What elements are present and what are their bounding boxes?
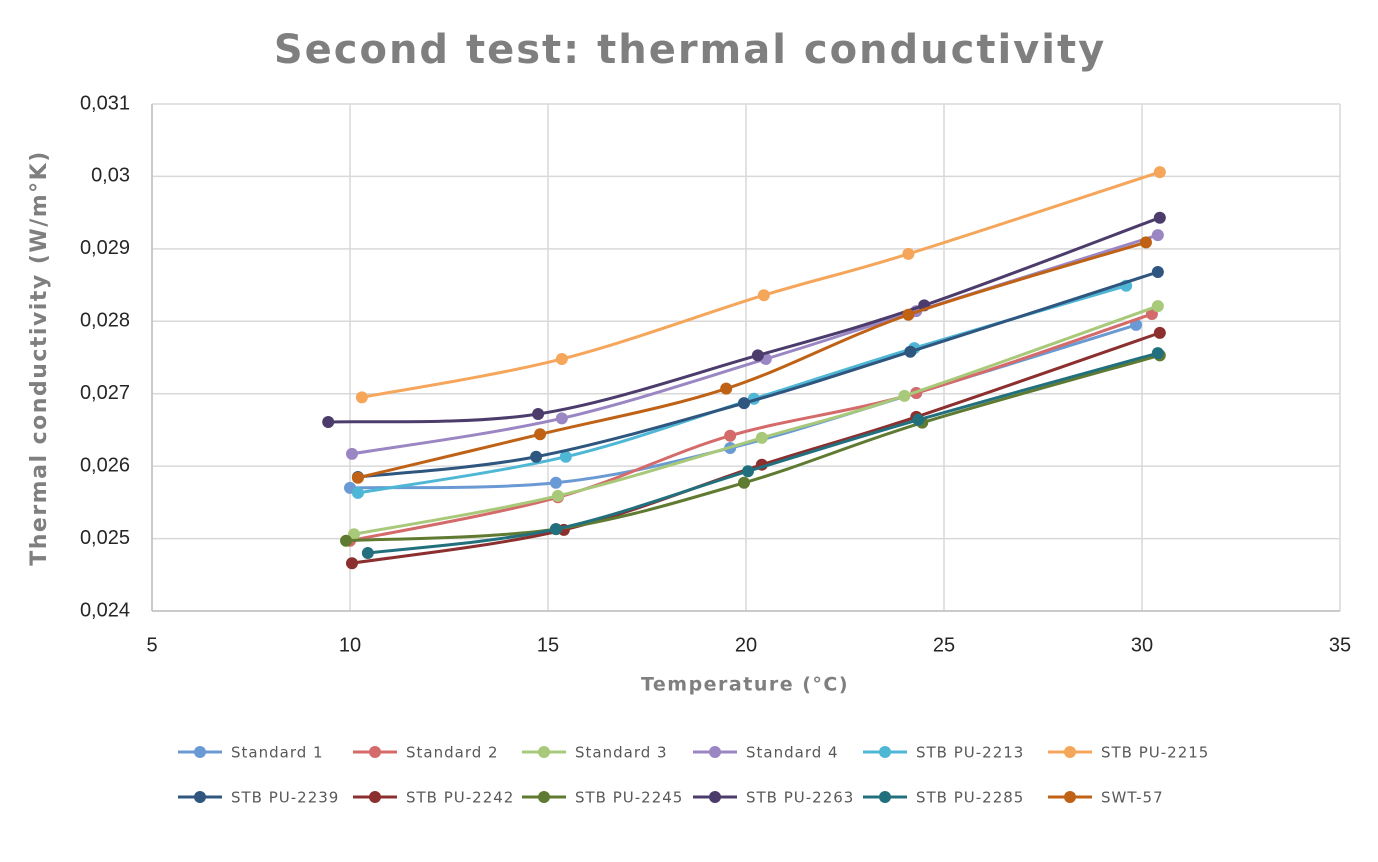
- y-tick-label: 0,024: [80, 599, 130, 621]
- legend-label: STB PU-2263: [746, 789, 854, 807]
- legend-marker: [879, 791, 891, 803]
- data-point: [902, 247, 915, 260]
- data-point: [355, 391, 368, 404]
- data-point: [532, 407, 545, 420]
- y-tick-label: 0,031: [80, 92, 130, 114]
- data-point: [534, 428, 547, 441]
- data-point: [738, 397, 751, 410]
- legend-label: SWT-57: [1101, 789, 1164, 807]
- x-tick-label: 5: [146, 634, 157, 656]
- data-point: [720, 382, 733, 395]
- data-point: [549, 523, 562, 536]
- legend-label: Standard 1: [231, 744, 324, 762]
- legend-marker: [538, 746, 550, 758]
- data-point: [1151, 347, 1164, 360]
- legend-label: STB PU-2239: [231, 789, 339, 807]
- legend-marker: [1064, 746, 1076, 758]
- data-point: [757, 289, 770, 302]
- legend-marker: [369, 791, 381, 803]
- legend-label: Standard 3: [575, 744, 668, 762]
- data-point: [1151, 229, 1164, 242]
- data-point: [1153, 211, 1166, 224]
- legend-marker: [709, 791, 721, 803]
- data-point: [898, 389, 911, 402]
- data-point: [1139, 236, 1152, 249]
- data-point: [551, 489, 564, 502]
- legend-label: STB PU-2215: [1101, 744, 1209, 762]
- data-point: [555, 412, 568, 425]
- data-point: [904, 345, 917, 358]
- data-point: [1153, 166, 1166, 179]
- legend-marker: [1064, 791, 1076, 803]
- x-tick-label: 35: [1329, 634, 1351, 656]
- data-point: [902, 308, 915, 321]
- x-tick-label: 10: [339, 634, 361, 656]
- legend-marker: [709, 746, 721, 758]
- data-point: [912, 413, 925, 426]
- data-point: [559, 450, 572, 463]
- legend-label: STB PU-2213: [916, 744, 1024, 762]
- data-point: [530, 450, 543, 463]
- x-tick-label: 25: [933, 634, 955, 656]
- data-point: [755, 431, 768, 444]
- legend-label: Standard 2: [406, 744, 499, 762]
- legend-marker: [194, 746, 206, 758]
- x-tick-label: 15: [537, 634, 559, 656]
- data-point: [340, 534, 353, 547]
- data-point: [1151, 300, 1164, 313]
- data-point: [347, 528, 360, 541]
- data-point: [751, 349, 764, 362]
- data-point: [351, 471, 364, 484]
- legend-marker: [194, 791, 206, 803]
- legend-label: STB PU-2285: [916, 789, 1024, 807]
- legend-label: STB PU-2245: [575, 789, 683, 807]
- y-tick-label: 0,026: [80, 454, 130, 476]
- legend-marker: [369, 746, 381, 758]
- legend-marker: [879, 746, 891, 758]
- data-point: [345, 447, 358, 460]
- data-point: [1153, 326, 1166, 339]
- x-tick-label: 20: [735, 634, 757, 656]
- data-point: [351, 486, 364, 499]
- data-point: [741, 465, 754, 478]
- y-tick-label: 0,03: [91, 165, 130, 187]
- data-point: [1151, 266, 1164, 279]
- data-point: [345, 557, 358, 570]
- x-tick-label: 30: [1131, 634, 1153, 656]
- data-point: [361, 547, 374, 560]
- series-line: [357, 240, 1147, 480]
- data-point: [738, 476, 751, 489]
- legend-marker: [538, 791, 550, 803]
- y-axis-label: Thermal conductivity (W/m°K): [27, 150, 52, 566]
- data-point: [322, 415, 335, 428]
- chart-title: Second test: thermal conductivity: [274, 27, 1106, 73]
- y-tick-label: 0,028: [80, 310, 130, 332]
- legend-label: STB PU-2242: [406, 789, 514, 807]
- data-point: [555, 352, 568, 365]
- y-tick-label: 0,027: [80, 382, 130, 404]
- y-tick-label: 0,025: [80, 527, 130, 549]
- data-point: [549, 476, 562, 489]
- x-axis-label: Temperature (°C): [641, 674, 849, 696]
- data-point: [724, 429, 737, 442]
- legend-label: Standard 4: [746, 744, 839, 762]
- y-tick-label: 0,029: [80, 237, 130, 259]
